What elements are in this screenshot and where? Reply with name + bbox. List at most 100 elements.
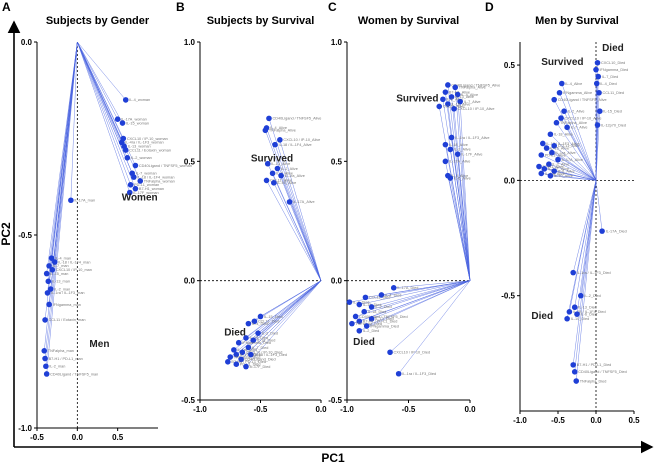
data-point[interactable] <box>132 162 139 169</box>
data-point[interactable] <box>549 149 555 156</box>
data-point[interactable] <box>541 166 548 172</box>
data-point[interactable] <box>356 318 363 325</box>
data-point[interactable] <box>231 347 237 353</box>
data-point[interactable] <box>346 299 353 305</box>
data-point[interactable] <box>442 89 449 95</box>
data-point[interactable] <box>543 145 550 151</box>
data-point[interactable] <box>395 370 402 377</box>
data-point[interactable] <box>250 337 257 344</box>
data-point[interactable] <box>561 108 567 114</box>
data-point[interactable] <box>445 101 451 107</box>
data-point[interactable] <box>594 59 601 66</box>
data-point[interactable] <box>257 313 264 320</box>
data-point[interactable] <box>448 94 455 100</box>
data-point[interactable] <box>43 363 49 370</box>
data-point[interactable] <box>245 320 252 327</box>
data-point[interactable] <box>390 285 397 291</box>
data-point[interactable] <box>553 119 560 126</box>
data-point[interactable] <box>362 294 369 301</box>
data-point[interactable] <box>238 356 244 363</box>
data-point[interactable] <box>248 351 254 358</box>
data-point[interactable] <box>571 304 578 311</box>
data-point[interactable] <box>564 124 570 131</box>
data-point[interactable] <box>361 308 368 315</box>
data-point[interactable] <box>447 146 454 153</box>
data-point[interactable] <box>356 327 363 334</box>
data-point[interactable] <box>363 323 370 329</box>
data-point[interactable] <box>272 141 278 148</box>
data-point[interactable] <box>43 371 50 377</box>
data-point[interactable] <box>571 368 578 375</box>
data-point[interactable] <box>574 311 580 317</box>
data-point[interactable] <box>451 106 457 112</box>
data-point[interactable] <box>271 180 277 186</box>
data-point[interactable] <box>278 172 284 179</box>
data-point[interactable] <box>349 320 355 327</box>
data-point[interactable] <box>127 182 134 188</box>
data-point[interactable] <box>538 152 545 158</box>
data-point[interactable] <box>266 115 272 122</box>
data-point[interactable] <box>593 66 599 73</box>
data-point[interactable] <box>564 315 570 322</box>
data-point[interactable] <box>137 178 144 184</box>
data-point[interactable] <box>42 317 48 323</box>
data-point[interactable] <box>131 174 137 180</box>
data-point[interactable] <box>51 259 58 265</box>
data-point[interactable] <box>566 309 573 315</box>
data-point[interactable] <box>233 351 240 358</box>
data-point[interactable] <box>44 290 51 296</box>
data-point[interactable] <box>547 131 554 138</box>
data-point[interactable] <box>264 160 271 167</box>
data-point[interactable] <box>352 313 359 320</box>
data-point[interactable] <box>578 292 584 299</box>
data-point[interactable] <box>42 355 48 362</box>
data-point[interactable] <box>570 269 576 276</box>
data-point[interactable] <box>368 316 375 322</box>
data-point[interactable] <box>239 349 246 356</box>
data-point[interactable] <box>286 199 293 205</box>
data-point[interactable] <box>46 301 52 308</box>
data-point[interactable] <box>251 318 258 325</box>
data-point[interactable] <box>263 177 270 184</box>
data-point[interactable] <box>454 151 461 157</box>
data-point[interactable] <box>440 96 446 103</box>
data-point[interactable] <box>546 161 552 168</box>
data-point[interactable] <box>555 156 561 163</box>
data-point[interactable] <box>46 263 52 269</box>
data-point[interactable] <box>536 163 542 170</box>
data-point[interactable] <box>114 116 121 122</box>
data-point[interactable] <box>122 97 129 103</box>
data-point[interactable] <box>573 378 580 384</box>
data-point[interactable] <box>262 127 269 134</box>
data-point[interactable] <box>245 344 252 351</box>
data-point[interactable] <box>538 170 545 177</box>
data-point[interactable] <box>436 103 443 110</box>
data-point[interactable] <box>454 91 461 98</box>
data-point[interactable] <box>368 304 375 310</box>
data-point[interactable] <box>387 349 393 356</box>
data-point[interactable] <box>68 197 74 204</box>
data-point[interactable] <box>597 108 603 114</box>
data-point[interactable] <box>442 141 449 148</box>
data-point[interactable] <box>596 89 602 96</box>
data-point[interactable] <box>556 89 563 96</box>
data-point[interactable] <box>48 255 55 261</box>
data-point[interactable] <box>243 335 249 341</box>
data-point[interactable] <box>547 172 554 179</box>
data-point[interactable] <box>243 363 249 370</box>
data-point[interactable] <box>559 80 565 87</box>
data-point[interactable] <box>233 361 240 368</box>
data-point[interactable] <box>448 134 455 141</box>
data-point[interactable] <box>255 330 261 336</box>
data-point[interactable] <box>122 147 129 153</box>
data-point[interactable] <box>43 270 50 277</box>
data-point[interactable] <box>225 359 231 365</box>
data-point[interactable] <box>452 84 459 91</box>
data-point[interactable] <box>457 98 463 105</box>
data-point[interactable] <box>599 228 605 234</box>
data-point[interactable] <box>558 115 564 121</box>
data-point[interactable] <box>594 122 601 128</box>
data-point[interactable] <box>595 73 602 80</box>
data-point[interactable] <box>124 155 131 161</box>
data-point[interactable] <box>570 362 576 368</box>
